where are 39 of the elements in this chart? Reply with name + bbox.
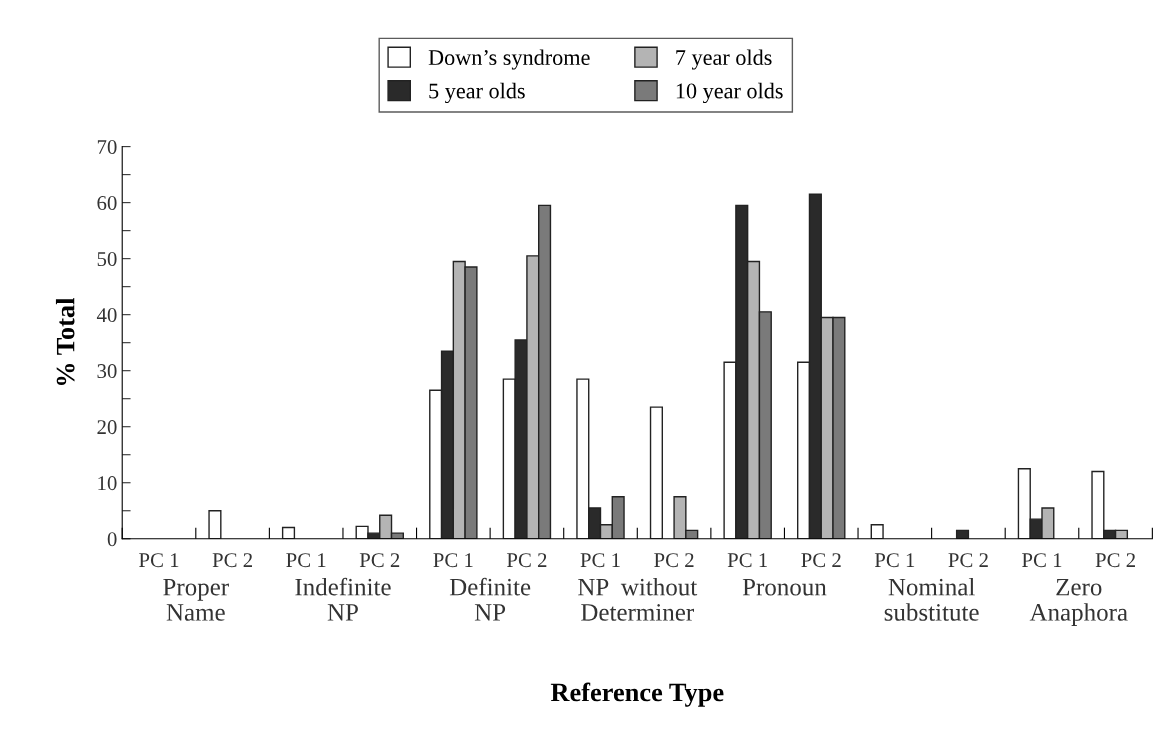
y-tick-label: 60 xyxy=(97,196,117,211)
text: Definite NP xyxy=(449,577,531,621)
text: Zero Anaphora xyxy=(1029,578,1128,626)
y-axis-title: % Total xyxy=(55,298,75,386)
y-tick-label: 40 xyxy=(96,308,117,323)
x-tick-label: PC 2 xyxy=(506,553,547,568)
legend-label: Down’s syndrome xyxy=(428,49,590,70)
text: Nominal substitute xyxy=(884,577,979,621)
x-tick-label: PC 2 xyxy=(359,553,400,568)
y-tick-label: 70 xyxy=(97,139,117,155)
x-tick-label: PC 1 xyxy=(139,553,179,568)
x-tick-label: PC 2 xyxy=(1095,553,1135,568)
x-tick-label: PC 2 xyxy=(654,553,694,568)
text: Indefinite NP xyxy=(295,577,391,621)
x-tick-label: PC 2 xyxy=(801,553,841,568)
x-tick-label: PC 2 xyxy=(948,553,988,568)
x-tick-label: PC 1 xyxy=(874,553,915,568)
text: Pronoun xyxy=(742,578,827,596)
y-tick-label: 30 xyxy=(97,364,117,379)
y-tick-label: 50 xyxy=(97,252,117,267)
x-tick-label: PC 2 xyxy=(212,553,252,568)
bar xyxy=(649,406,664,539)
legend-label: 7 year olds xyxy=(676,49,772,70)
bar xyxy=(870,524,884,539)
legend-label: 5 year olds xyxy=(429,82,525,104)
x-tick-label: PC 1 xyxy=(1022,553,1062,568)
legend-label: 10 year olds xyxy=(676,82,783,104)
y-tick-label: 0 xyxy=(107,532,117,547)
x-tick-label: PC 1 xyxy=(433,553,473,568)
text: NP without Determiner xyxy=(578,577,698,621)
y-tick-label: 10 xyxy=(98,476,117,491)
x-axis-title: Reference Type xyxy=(550,682,724,707)
y-tick-label: 20 xyxy=(97,420,117,435)
x-tick-label: PC 1 xyxy=(286,553,326,568)
bar xyxy=(208,510,222,539)
bar xyxy=(281,526,296,539)
text: Proper Name xyxy=(163,578,229,621)
x-tick-label: PC 1 xyxy=(727,553,767,568)
x-tick-label: PC 1 xyxy=(580,553,620,568)
